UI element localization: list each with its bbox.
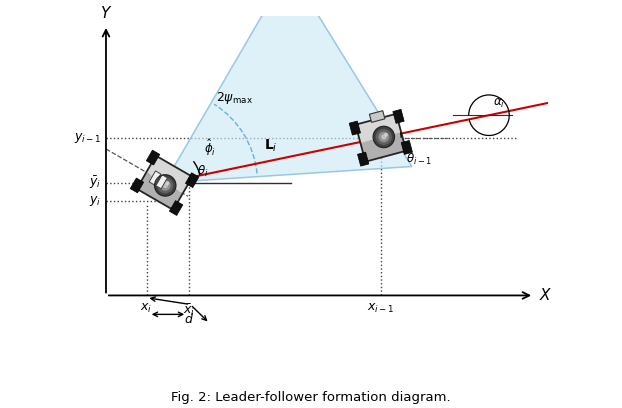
- Text: $\bar{x}_i$: $\bar{x}_i$: [183, 302, 195, 318]
- Text: $y_i$: $y_i$: [90, 194, 101, 208]
- Text: $d$: $d$: [183, 312, 193, 326]
- Circle shape: [157, 177, 174, 193]
- Circle shape: [154, 175, 176, 196]
- Circle shape: [376, 129, 392, 145]
- Text: $x_i$: $x_i$: [141, 302, 152, 315]
- Text: $\hat{\phi}_i$: $\hat{\phi}_i$: [204, 137, 216, 158]
- Polygon shape: [369, 111, 385, 122]
- Text: $\mathbf{L}_i$: $\mathbf{L}_i$: [264, 138, 278, 154]
- Circle shape: [378, 132, 389, 142]
- Text: $y_{i-1}$: $y_{i-1}$: [74, 131, 101, 145]
- Text: $x_{i-1}$: $x_{i-1}$: [367, 302, 394, 315]
- Text: $X$: $X$: [539, 288, 552, 304]
- Polygon shape: [146, 150, 160, 165]
- Text: $\theta_i$: $\theta_i$: [197, 164, 208, 179]
- Text: $\theta_{i-1}$: $\theta_{i-1}$: [406, 152, 432, 167]
- Text: Fig. 2: Leader-follower formation diagram.: Fig. 2: Leader-follower formation diagra…: [171, 391, 451, 404]
- Circle shape: [373, 126, 394, 148]
- Polygon shape: [361, 132, 406, 162]
- Polygon shape: [356, 114, 401, 143]
- Polygon shape: [358, 152, 369, 166]
- Text: $2\psi_{\rm max}$: $2\psi_{\rm max}$: [216, 90, 253, 106]
- Polygon shape: [185, 173, 199, 188]
- Circle shape: [160, 180, 170, 191]
- Polygon shape: [401, 140, 412, 155]
- Polygon shape: [156, 175, 167, 189]
- Circle shape: [162, 183, 168, 188]
- Polygon shape: [393, 109, 404, 123]
- Text: $Y$: $Y$: [100, 4, 112, 20]
- Polygon shape: [137, 172, 183, 210]
- Polygon shape: [146, 156, 192, 193]
- Polygon shape: [165, 0, 412, 183]
- Circle shape: [165, 181, 169, 185]
- Text: $\alpha_i$: $\alpha_i$: [493, 97, 504, 110]
- Polygon shape: [130, 178, 144, 193]
- Circle shape: [381, 134, 386, 140]
- Text: $\bar{y}_i$: $\bar{y}_i$: [90, 175, 101, 191]
- Polygon shape: [169, 201, 183, 215]
- Polygon shape: [349, 121, 361, 135]
- Polygon shape: [149, 171, 161, 185]
- Circle shape: [384, 133, 388, 137]
